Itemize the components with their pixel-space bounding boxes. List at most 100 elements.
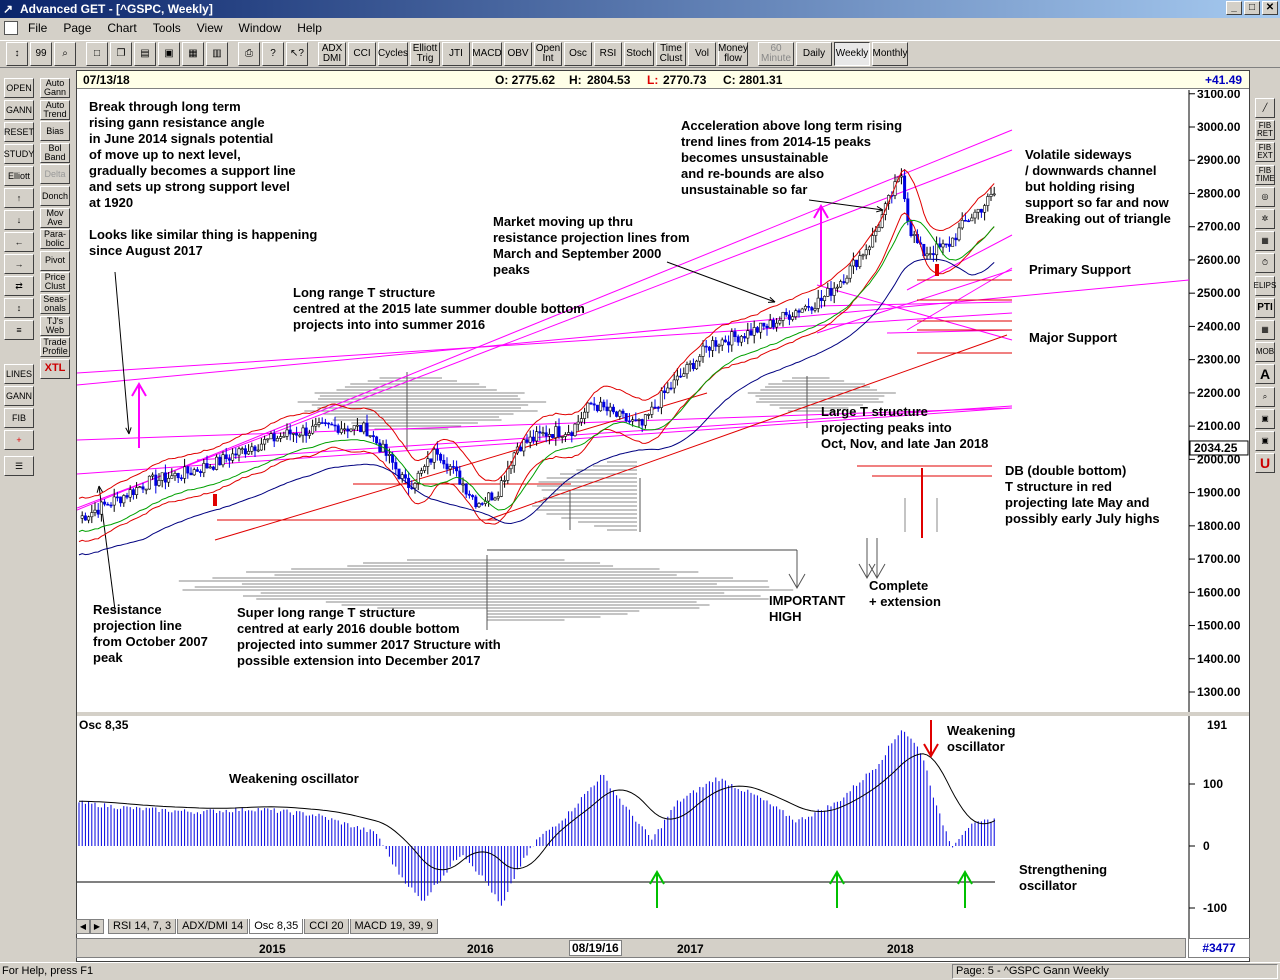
left-tool-12-icon[interactable]: LINES [4, 364, 34, 384]
tab-scroll-right[interactable]: ▶ [90, 918, 104, 934]
timeframe-60-minute-button[interactable]: 60 Minute [758, 42, 794, 66]
right-tool-0-icon[interactable]: ╱ [1255, 98, 1275, 118]
study-button-9[interactable]: Price Clust [40, 272, 70, 293]
tab-cci[interactable]: CCI 20 [304, 918, 349, 934]
right-tool-8-icon[interactable]: ELIPS [1254, 275, 1276, 296]
open-int-button[interactable]: Open Int [534, 42, 562, 66]
layout-icon[interactable]: ▥ [206, 42, 228, 66]
menu-tools[interactable]: Tools [152, 21, 181, 35]
study-button-1[interactable]: Auto Trend [40, 99, 70, 120]
vol-button[interactable]: Vol [688, 42, 716, 66]
left-tool-8-icon[interactable]: → [4, 254, 34, 274]
tab-osc[interactable]: Osc 8,35 [249, 918, 304, 934]
study-button-3[interactable]: Bol Band [40, 142, 70, 163]
rsi-button[interactable]: RSI [594, 42, 622, 66]
chart-window[interactable]: 07/13/18 O: 2775.62 H: 2804.53 L: 2770.7… [76, 70, 1250, 962]
menu-help[interactable]: Help [297, 21, 322, 35]
close-button[interactable]: ✕ [1262, 1, 1278, 15]
study-button-11[interactable]: TJ's Web [40, 315, 70, 336]
left-tool-14-icon[interactable]: FIB [4, 408, 34, 428]
copy-icon[interactable]: ❐ [110, 42, 132, 66]
new-page-icon[interactable]: □ [86, 42, 108, 66]
price-bar-body [522, 439, 526, 452]
right-tool-16-icon[interactable]: U [1255, 453, 1275, 474]
study-button-4[interactable]: Delta [40, 164, 70, 185]
study-button-7[interactable]: Para-bolic [40, 229, 70, 250]
right-tool-7-icon[interactable]: ⏱ [1255, 253, 1275, 274]
document-icon[interactable] [4, 21, 18, 35]
menu-view[interactable]: View [196, 21, 223, 35]
elliott-trig-button[interactable]: Elliott Trig [410, 42, 440, 66]
study-button-12[interactable]: Trade Profile [40, 337, 70, 358]
osc-button[interactable]: Osc [564, 42, 592, 66]
left-tool-1-icon[interactable]: GANN [4, 100, 34, 120]
left-tool-16-icon[interactable]: ☰ [4, 456, 34, 476]
left-tool-4-icon[interactable]: Elliott [4, 166, 34, 186]
cycles-button[interactable]: Cycles [378, 42, 408, 66]
menu-chart[interactable]: Chart [107, 21, 137, 35]
tab-macd[interactable]: MACD 19, 39, 9 [349, 918, 438, 934]
chart-window-icon[interactable]: ▤ [134, 42, 156, 66]
left-tool-5-icon[interactable]: ↑ [4, 188, 34, 208]
left-tool-0-icon[interactable]: OPEN [4, 78, 34, 98]
study-button-6[interactable]: Mov Ave [40, 207, 70, 228]
left-tool-11-icon[interactable]: ≡ [4, 320, 34, 340]
timeframe-daily-button[interactable]: Daily [796, 42, 832, 66]
quote-tool-button[interactable]: 99 [30, 42, 52, 66]
template-icon[interactable]: ▣ [158, 42, 180, 66]
timeframe-weekly-button[interactable]: Weekly [834, 42, 870, 66]
stoch-button[interactable]: Stoch [624, 42, 654, 66]
menu-page[interactable]: Page [63, 21, 92, 35]
menu-window[interactable]: Window [238, 21, 282, 35]
right-tool-14-icon[interactable]: ▣ [1255, 408, 1275, 429]
right-tool-5-icon[interactable]: ✲ [1255, 209, 1275, 229]
grid-icon[interactable]: ▦ [182, 42, 204, 66]
tab-scroll-left[interactable]: ◀ [76, 918, 90, 934]
maximize-button[interactable]: □ [1244, 1, 1260, 15]
right-tool-6-icon[interactable]: ▦ [1255, 231, 1275, 252]
scroll-tool-button[interactable]: ↕ [6, 42, 28, 66]
right-tool-10-icon[interactable]: ▦ [1255, 320, 1275, 340]
study-button-5[interactable]: Donch [40, 186, 70, 206]
right-tool-2-icon[interactable]: FIB EXT [1255, 142, 1275, 163]
cci-button[interactable]: CCI [348, 42, 376, 66]
right-tool-12-icon[interactable]: A [1255, 364, 1275, 385]
adx-dmi-button[interactable]: ADX DMI [318, 42, 346, 66]
price-chart-canvas[interactable]: 3100.00 3000.00 2900.00 2800.00 2700.00 2600.… [77, 90, 1249, 938]
study-button-10[interactable]: Seas-onals [40, 294, 70, 314]
left-tool-10-icon[interactable]: ↕ [4, 298, 34, 318]
money-flow-button[interactable]: Money flow [718, 42, 749, 66]
tab-adx-dmi[interactable]: ADX/DMI 14 [177, 918, 249, 934]
timeframe-monthly-button[interactable]: Monthly [872, 42, 908, 66]
right-tool-1-icon[interactable]: FIB RET [1255, 120, 1275, 141]
left-tool-13-icon[interactable]: GANN [4, 386, 34, 406]
context-help-icon[interactable]: ↖? [286, 42, 308, 66]
right-tool-15-icon[interactable]: ▣ [1255, 431, 1275, 451]
left-tool-6-icon[interactable]: ↓ [4, 210, 34, 230]
obv-button[interactable]: OBV [504, 42, 532, 66]
time-clust-button[interactable]: Time Clust [656, 42, 686, 66]
menu-file[interactable]: File [28, 21, 48, 35]
jti-button[interactable]: JTI [442, 42, 470, 66]
macd-button[interactable]: MACD [472, 42, 502, 66]
right-tool-13-icon[interactable]: ⌕ [1255, 386, 1275, 407]
print-icon[interactable]: ⎙ [238, 42, 260, 66]
left-tool-3-icon[interactable]: STUDY [4, 144, 34, 164]
left-tool-7-icon[interactable]: ← [4, 232, 34, 252]
minimize-button[interactable]: _ [1226, 1, 1242, 15]
study-button-2[interactable]: Bias [40, 121, 70, 142]
tab-rsi[interactable]: RSI 14, 7, 3 [108, 918, 177, 934]
left-tool-15-icon[interactable]: + [4, 430, 34, 450]
study-button-13[interactable]: XTL [40, 358, 70, 379]
left-tool-9-icon[interactable]: ⇄ [4, 276, 34, 296]
study-button-8[interactable]: Pivot [40, 250, 70, 271]
left-tool-2-icon[interactable]: RESET [4, 122, 34, 142]
price-bar-body [931, 253, 935, 256]
right-tool-9-icon[interactable]: PTI [1255, 297, 1275, 318]
zoom-tool-button[interactable]: ⌕ [54, 42, 76, 66]
right-tool-4-icon[interactable]: ◎ [1255, 186, 1275, 207]
study-button-0[interactable]: Auto Gann [40, 78, 70, 98]
right-tool-3-icon[interactable]: FIB TIME [1255, 164, 1275, 185]
right-tool-11-icon[interactable]: MOB [1255, 342, 1275, 363]
help-icon[interactable]: ? [262, 42, 284, 66]
